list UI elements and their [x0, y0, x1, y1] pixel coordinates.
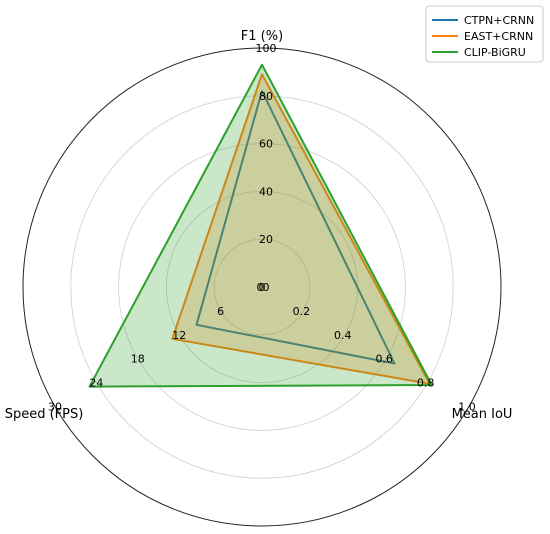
legend-label-east-crnn: EAST+CRNN	[464, 30, 533, 43]
tick-label-axis1-2: 40	[259, 185, 273, 198]
axis-label-2: Mean IoU	[452, 407, 513, 422]
legend: CTPN+CRNN EAST+CRNN CLIP-BiGRU	[425, 5, 544, 63]
axis-label-1: F1 (%)	[241, 29, 283, 44]
tick-label-axis3-4: 24	[89, 377, 103, 390]
tick-label-axis3-5: 30	[48, 401, 62, 414]
tick-label-axis3-0: 0	[259, 281, 266, 294]
outer-ring	[22, 47, 502, 527]
legend-label-clip-bigru: CLIP-BiGRU	[464, 46, 526, 59]
tick-label-axis1-1: 20	[259, 233, 273, 246]
tick-label-axis2-5: 1.0	[458, 401, 476, 414]
tick-label-axis2-2: 0.4	[334, 329, 352, 342]
series-line-ctpn-crnn	[195, 90, 396, 365]
series-fill-clip-bigru	[89, 64, 432, 387]
grid-ring-3	[118, 143, 406, 431]
tick-label-axis3-3: 18	[131, 353, 145, 366]
grid-ring-1	[213, 238, 311, 336]
tick-label-axis3-2: 12	[172, 329, 186, 342]
tick-label-axis1-0: 0	[263, 281, 270, 294]
legend-items: CTPN+CRNN EAST+CRNN CLIP-BiGRU	[432, 14, 534, 59]
series-line-clip-bigru	[88, 63, 433, 388]
tick-label-axis2-3: 0.6	[375, 353, 393, 366]
axis-label-layer: F1 (%) Mean IoU Speed (FPS)	[5, 29, 513, 422]
series-line-east-crnn	[171, 73, 431, 385]
axis-label-3: Speed (FPS)	[5, 407, 84, 422]
tick-label-axis1-4: 80	[259, 90, 273, 103]
tick-label-axis1-3: 60	[259, 138, 273, 151]
tick-label-axis2-0: 0	[257, 281, 264, 294]
grid-ring-4	[70, 95, 454, 479]
tick-label-axis1-5: 100	[256, 42, 277, 55]
tick-label-axis3-1: 6	[217, 305, 224, 318]
legend-label-ctpn-crnn: CTPN+CRNN	[464, 14, 534, 27]
tick-label-axis2-4: 0.8	[417, 377, 435, 390]
grid-layer	[22, 47, 502, 527]
series-layer	[88, 63, 433, 388]
tick-label-axis2-1: 0.2	[293, 305, 311, 318]
